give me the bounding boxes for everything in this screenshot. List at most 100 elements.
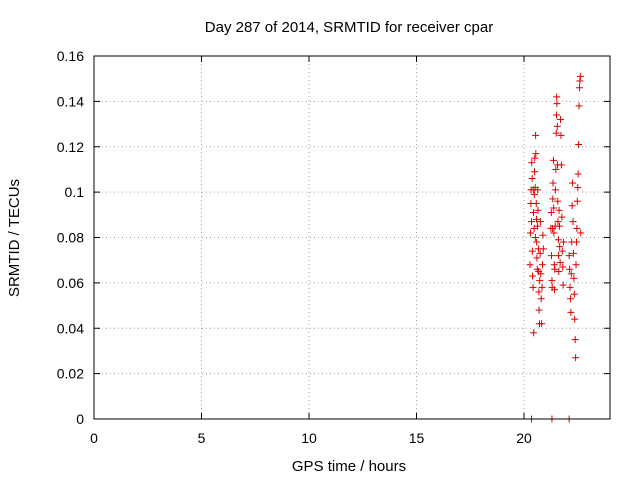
data-point xyxy=(528,159,536,167)
data-point xyxy=(568,202,576,210)
data-point xyxy=(556,243,564,251)
data-point xyxy=(572,238,580,246)
data-point xyxy=(553,100,561,108)
data-point xyxy=(567,308,575,316)
data-point xyxy=(534,222,542,230)
data-point xyxy=(539,231,547,239)
data-point xyxy=(530,329,538,337)
data-point xyxy=(531,154,539,162)
data-point xyxy=(556,258,564,266)
data-point xyxy=(536,277,544,285)
data-point xyxy=(550,204,558,212)
data-point xyxy=(526,261,534,269)
data-point xyxy=(554,218,562,226)
data-point xyxy=(574,184,582,192)
data-point xyxy=(575,102,583,110)
data-point xyxy=(570,274,578,282)
x-axis-label: GPS time / hours xyxy=(292,458,406,475)
data-point xyxy=(526,229,534,237)
data-point xyxy=(538,283,546,291)
data-point xyxy=(569,249,577,257)
data-point xyxy=(549,195,557,203)
y-tick-label: 0.14 xyxy=(57,93,84,109)
data-point xyxy=(555,206,563,214)
data-point xyxy=(533,238,541,246)
data-point xyxy=(571,336,579,344)
data-point xyxy=(555,268,563,276)
data-point xyxy=(551,186,559,194)
x-tick-label: 0 xyxy=(90,430,98,446)
data-point xyxy=(531,168,539,176)
data-point xyxy=(573,224,581,232)
data-point xyxy=(547,209,555,217)
data-point xyxy=(552,129,560,137)
x-tick-label: 5 xyxy=(198,430,206,446)
data-point xyxy=(528,218,536,226)
data-point xyxy=(548,277,556,285)
y-tick-label: 0.04 xyxy=(57,320,84,336)
data-point xyxy=(566,265,574,273)
data-point xyxy=(536,249,544,257)
data-point xyxy=(529,283,537,291)
x-tick-label: 20 xyxy=(516,430,532,446)
data-point xyxy=(560,238,568,246)
data-point xyxy=(533,254,541,262)
data-point xyxy=(532,215,540,223)
data-point xyxy=(569,218,577,226)
data-points xyxy=(526,72,585,423)
data-point xyxy=(551,265,559,273)
x-tick-label: 10 xyxy=(301,430,317,446)
chart-title: Day 287 of 2014, SRMTID for receiver cpa… xyxy=(205,19,493,36)
data-point xyxy=(537,270,545,278)
data-point xyxy=(557,161,565,169)
data-point xyxy=(549,156,557,164)
data-point xyxy=(552,111,560,119)
data-point xyxy=(559,263,567,271)
grid xyxy=(94,56,610,419)
data-point xyxy=(570,290,578,298)
data-point xyxy=(576,72,584,80)
y-tick-label: 0 xyxy=(76,411,84,427)
axis-ticks: 0 0.02 0.04 0.06 0.08 0.1 0.12 0.14 0.16 0 5 10 15 20 xyxy=(57,48,610,446)
data-point xyxy=(528,175,536,183)
data-point xyxy=(532,131,540,139)
data-point xyxy=(566,295,574,303)
data-point xyxy=(569,179,577,187)
data-point xyxy=(571,315,579,323)
data-point xyxy=(555,252,563,260)
data-point xyxy=(549,179,557,187)
data-point xyxy=(535,306,543,314)
data-point xyxy=(550,229,558,237)
y-tick-label: 0.16 xyxy=(57,48,84,64)
y-tick-label: 0.06 xyxy=(57,275,84,291)
data-point xyxy=(538,261,546,269)
y-tick-label: 0.12 xyxy=(57,139,84,155)
data-point xyxy=(573,197,581,205)
data-point xyxy=(531,234,539,241)
data-point xyxy=(555,222,563,230)
data-point xyxy=(532,150,540,158)
data-point xyxy=(532,199,540,207)
y-tick-label: 0.08 xyxy=(57,230,84,246)
data-point xyxy=(529,272,537,280)
data-point xyxy=(572,261,580,269)
x-tick-label: 15 xyxy=(409,430,425,446)
data-point xyxy=(558,213,566,221)
data-point xyxy=(534,206,542,214)
data-point xyxy=(553,93,561,101)
data-point xyxy=(548,252,556,260)
data-point xyxy=(535,288,543,296)
data-point xyxy=(536,218,544,226)
data-point xyxy=(528,247,536,255)
data-point xyxy=(553,122,561,130)
data-point xyxy=(565,252,573,260)
data-point xyxy=(559,281,567,289)
data-point xyxy=(557,131,565,139)
data-point xyxy=(577,229,585,237)
y-tick-label: 0.1 xyxy=(65,184,85,200)
data-point xyxy=(554,197,562,205)
data-point xyxy=(529,209,537,217)
data-point xyxy=(557,116,565,124)
data-point xyxy=(552,165,560,173)
